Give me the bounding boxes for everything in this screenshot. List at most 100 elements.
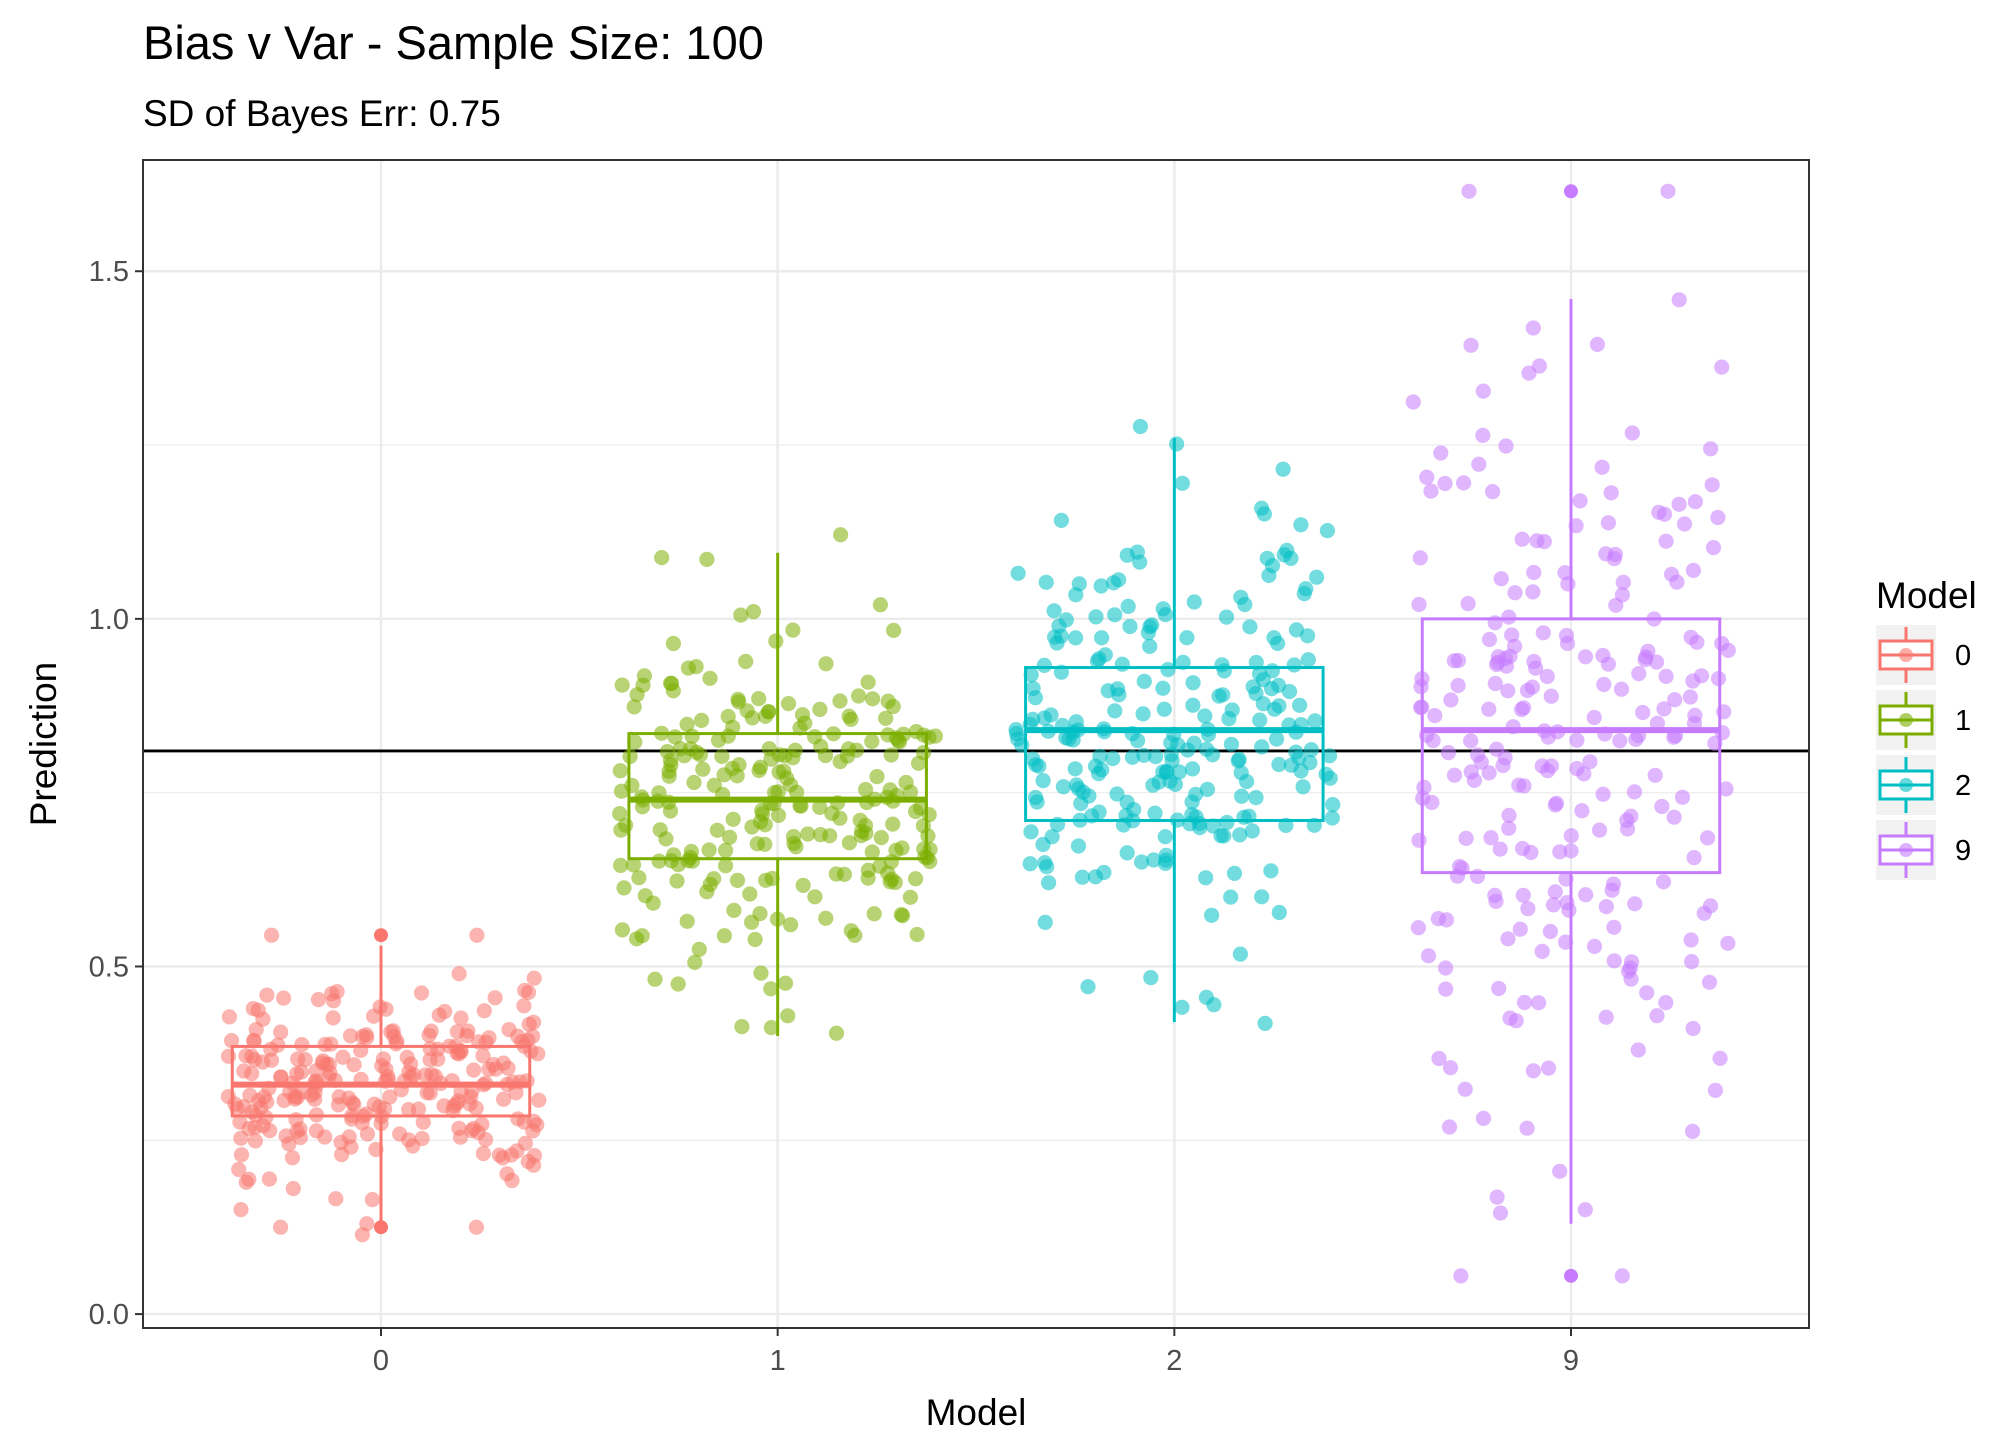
data-point xyxy=(331,1089,347,1105)
data-point xyxy=(1528,660,1544,676)
data-point xyxy=(1248,790,1264,806)
data-point xyxy=(1271,756,1287,773)
data-point xyxy=(1714,359,1730,375)
data-point xyxy=(382,1089,398,1105)
data-point xyxy=(1092,748,1108,764)
data-point xyxy=(1158,847,1174,863)
legend-entry-0: 0 xyxy=(1876,625,1971,685)
data-point xyxy=(841,741,857,757)
data-point xyxy=(695,761,711,777)
data-point xyxy=(238,1048,254,1064)
data-point xyxy=(345,1095,361,1111)
data-point xyxy=(475,1145,491,1162)
data-point xyxy=(663,757,679,773)
data-point xyxy=(1539,668,1555,685)
data-point xyxy=(1589,336,1605,352)
data-point xyxy=(1481,701,1497,717)
data-point xyxy=(1490,654,1506,671)
data-point xyxy=(1671,496,1687,512)
data-point xyxy=(1705,540,1722,556)
chart-subtitle: SD of Bayes Err: 0.75 xyxy=(143,93,501,134)
data-point xyxy=(1595,786,1611,802)
data-point xyxy=(860,870,876,886)
data-point xyxy=(315,1053,331,1069)
data-point xyxy=(616,880,632,896)
data-point xyxy=(221,1009,237,1025)
data-point xyxy=(1502,648,1518,664)
data-point xyxy=(1322,770,1338,786)
boxplots xyxy=(230,184,1722,1283)
data-point xyxy=(785,750,801,766)
data-point xyxy=(725,719,741,735)
data-point xyxy=(487,990,503,1006)
data-point xyxy=(1041,875,1057,891)
data-point xyxy=(375,1051,391,1067)
data-point xyxy=(1684,954,1700,970)
data-point xyxy=(1456,475,1472,491)
data-point xyxy=(231,1161,247,1178)
data-point xyxy=(749,836,765,852)
data-point xyxy=(1489,1189,1505,1205)
data-point xyxy=(1100,683,1116,699)
data-point xyxy=(1569,761,1585,777)
data-point xyxy=(247,1133,263,1149)
data-point xyxy=(860,674,876,690)
data-point xyxy=(276,990,292,1006)
data-point xyxy=(885,816,901,832)
data-point xyxy=(1321,748,1338,764)
data-point xyxy=(526,970,542,986)
data-point xyxy=(1453,1268,1469,1284)
data-point xyxy=(1547,884,1563,900)
data-point xyxy=(718,842,734,859)
data-point xyxy=(453,1010,469,1026)
data-point xyxy=(1025,751,1041,767)
data-point xyxy=(496,1091,512,1107)
data-point xyxy=(1469,868,1486,885)
data-point xyxy=(1067,761,1083,777)
data-point xyxy=(1563,828,1579,844)
data-point xyxy=(1156,701,1172,717)
data-point xyxy=(1660,183,1676,199)
data-point xyxy=(908,803,924,820)
legend-key-point xyxy=(1899,778,1913,792)
data-point xyxy=(1093,578,1109,594)
data-point xyxy=(701,842,717,858)
data-point xyxy=(1606,919,1622,935)
data-point xyxy=(880,693,896,709)
data-point xyxy=(812,701,828,718)
data-point xyxy=(469,927,485,943)
data-point xyxy=(629,931,645,947)
data-point xyxy=(742,886,758,902)
data-point xyxy=(652,822,668,838)
data-point xyxy=(1218,609,1235,625)
data-point xyxy=(1600,515,1616,531)
data-point xyxy=(1070,838,1087,854)
data-point xyxy=(371,1099,387,1115)
data-point xyxy=(290,1051,306,1067)
data-point xyxy=(1157,607,1174,623)
data-point xyxy=(1516,778,1532,794)
data-point xyxy=(795,877,811,894)
data-point xyxy=(1574,803,1590,819)
plot-panel xyxy=(143,160,1809,1328)
data-point xyxy=(1420,948,1437,964)
data-point xyxy=(1481,631,1498,648)
data-point xyxy=(817,747,834,764)
data-point xyxy=(451,966,467,982)
data-point xyxy=(1136,673,1152,690)
data-point xyxy=(651,785,667,801)
data-point xyxy=(841,835,858,851)
data-point xyxy=(1658,995,1674,1011)
data-point xyxy=(273,1069,289,1085)
data-point xyxy=(1458,830,1474,847)
data-point xyxy=(1483,830,1499,846)
data-point xyxy=(1185,697,1201,713)
data-point xyxy=(1534,943,1550,960)
data-point xyxy=(1470,747,1486,763)
data-point xyxy=(1300,628,1316,644)
data-point xyxy=(468,1219,484,1235)
data-point xyxy=(419,1085,435,1101)
data-point xyxy=(692,747,709,763)
data-point xyxy=(1639,985,1655,1001)
legend: Model 0 1 2 9 xyxy=(1876,575,1977,880)
